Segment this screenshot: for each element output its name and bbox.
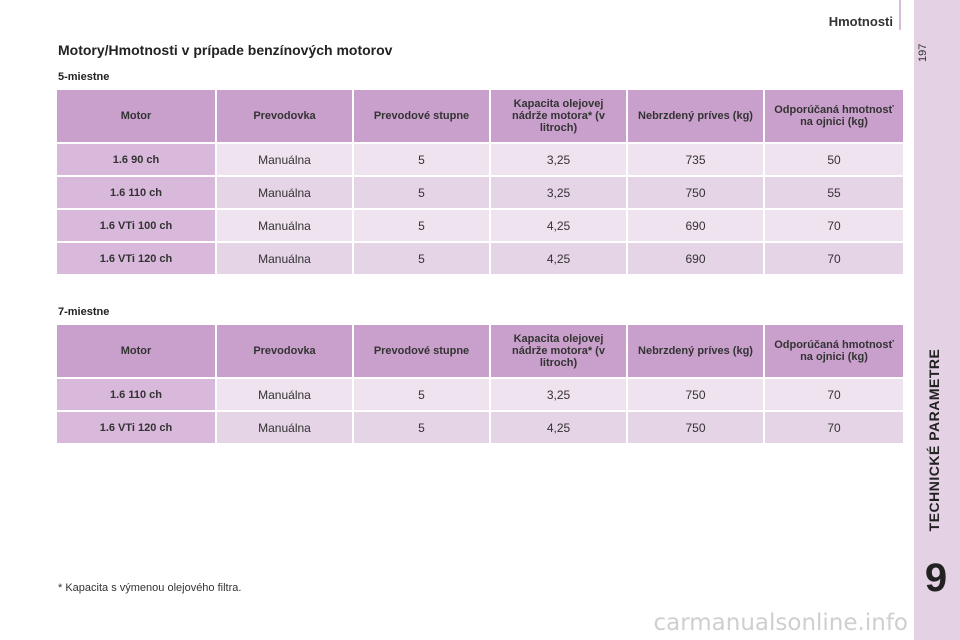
col-header-nose-weight: Odporúčaná hmotnosť na ojnici (kg) (765, 325, 903, 377)
cell-unbraked-trailer: 750 (628, 379, 765, 410)
cell-nose-weight: 70 (765, 412, 903, 443)
col-header-unbraked-trailer: Nebrzdený príves (kg) (628, 325, 765, 377)
cell-motor: 1.6 110 ch (57, 379, 217, 410)
watermark-text: carmanualsonline.info (653, 610, 908, 636)
cell-unbraked-trailer: 735 (628, 144, 765, 175)
col-header-motor: Motor (57, 325, 217, 377)
cell-nose-weight: 70 (765, 243, 903, 274)
col-header-gears: Prevodové stupne (354, 90, 491, 142)
cell-gears: 5 (354, 210, 491, 241)
cell-gearbox: Manuálna (217, 243, 354, 274)
cell-unbraked-trailer: 690 (628, 243, 765, 274)
cell-nose-weight: 55 (765, 177, 903, 208)
table-row: 1.6 VTi 120 ch Manuálna 5 4,25 690 70 (57, 243, 903, 274)
cell-nose-weight: 70 (765, 210, 903, 241)
table-row: 1.6 VTi 100 ch Manuálna 5 4,25 690 70 (57, 210, 903, 241)
cell-gearbox: Manuálna (217, 177, 354, 208)
col-header-nose-weight: Odporúčaná hmotnosť na ojnici (kg) (765, 90, 903, 142)
cell-motor: 1.6 110 ch (57, 177, 217, 208)
cell-motor: 1.6 VTi 120 ch (57, 412, 217, 443)
cell-motor: 1.6 VTi 100 ch (57, 210, 217, 241)
cell-oil-capacity: 3,25 (491, 379, 628, 410)
table-header-row: Motor Prevodovka Prevodové stupne Kapaci… (57, 325, 903, 377)
chapter-number: 9 (924, 556, 948, 600)
col-header-oil-capacity: Kapacita olejovej nádrže motora* (v litr… (491, 90, 628, 142)
page-number: 197 (917, 43, 929, 62)
header-title: Hmotnosti (828, 14, 893, 29)
table-header-row: Motor Prevodovka Prevodové stupne Kapaci… (57, 90, 903, 142)
col-header-gearbox: Prevodovka (217, 325, 354, 377)
table-row: 1.6 110 ch Manuálna 5 3,25 750 55 (57, 177, 903, 208)
cell-nose-weight: 50 (765, 144, 903, 175)
table-row: 1.6 90 ch Manuálna 5 3,25 735 50 (57, 144, 903, 175)
cell-gearbox: Manuálna (217, 379, 354, 410)
col-header-motor: Motor (57, 90, 217, 142)
col-header-oil-capacity: Kapacita olejovej nádrže motora* (v litr… (491, 325, 628, 377)
section-title-5-seats: 5-miestne (58, 71, 110, 83)
cell-oil-capacity: 4,25 (491, 210, 628, 241)
cell-motor: 1.6 VTi 120 ch (57, 243, 217, 274)
cell-oil-capacity: 4,25 (491, 243, 628, 274)
cell-gears: 5 (354, 177, 491, 208)
col-header-unbraked-trailer: Nebrzdený príves (kg) (628, 90, 765, 142)
cell-unbraked-trailer: 690 (628, 210, 765, 241)
cell-gearbox: Manuálna (217, 412, 354, 443)
cell-motor: 1.6 90 ch (57, 144, 217, 175)
cell-unbraked-trailer: 750 (628, 177, 765, 208)
cell-gearbox: Manuálna (217, 144, 354, 175)
cell-unbraked-trailer: 750 (628, 412, 765, 443)
table-row: 1.6 VTi 120 ch Manuálna 5 4,25 750 70 (57, 412, 903, 443)
side-band (914, 0, 960, 640)
header-divider (899, 0, 901, 30)
section-title-7-seats: 7-miestne (58, 306, 110, 318)
page-title: Motory/Hmotnosti v prípade benzínových m… (58, 42, 393, 58)
cell-gears: 5 (354, 243, 491, 274)
cell-oil-capacity: 3,25 (491, 144, 628, 175)
cell-gears: 5 (354, 412, 491, 443)
cell-oil-capacity: 4,25 (491, 412, 628, 443)
cell-gearbox: Manuálna (217, 210, 354, 241)
col-header-gears: Prevodové stupne (354, 325, 491, 377)
chapter-side-label: TECHNICKÉ PARAMETRE (914, 330, 954, 550)
col-header-gearbox: Prevodovka (217, 90, 354, 142)
cell-oil-capacity: 3,25 (491, 177, 628, 208)
spec-table-5-seats: Motor Prevodovka Prevodové stupne Kapaci… (57, 88, 903, 276)
footnote: * Kapacita s výmenou olejového filtra. (58, 582, 242, 594)
cell-gears: 5 (354, 144, 491, 175)
cell-nose-weight: 70 (765, 379, 903, 410)
cell-gears: 5 (354, 379, 491, 410)
spec-table-7-seats: Motor Prevodovka Prevodové stupne Kapaci… (57, 323, 903, 445)
chapter-side-label-text: TECHNICKÉ PARAMETRE (926, 348, 942, 532)
table-row: 1.6 110 ch Manuálna 5 3,25 750 70 (57, 379, 903, 410)
